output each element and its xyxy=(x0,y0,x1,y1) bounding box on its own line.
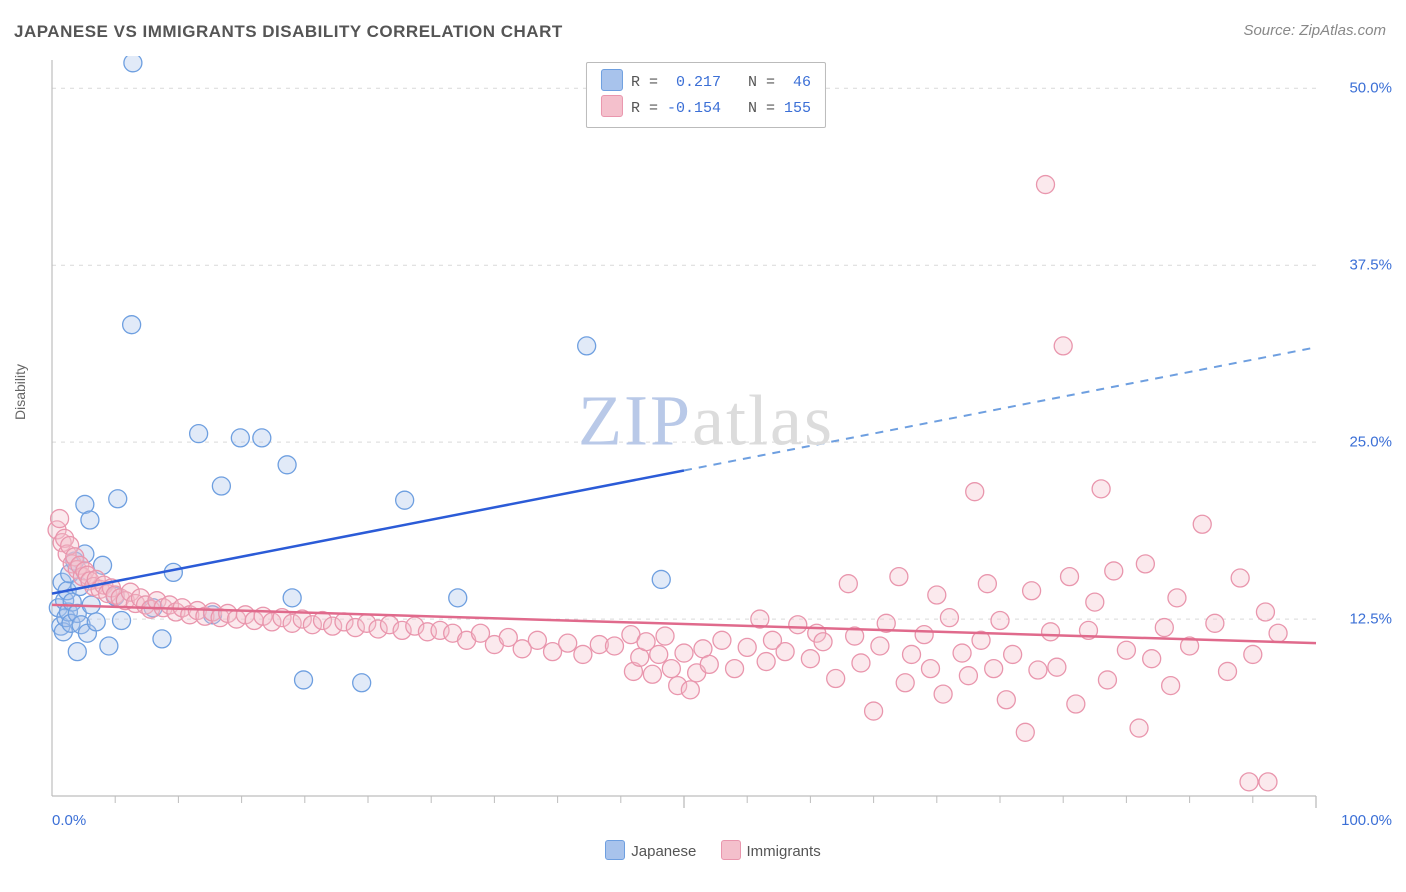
y-axis-label: Disability xyxy=(12,364,28,420)
legend-swatch-immigrants xyxy=(601,95,623,117)
legend-swatch-japanese-bottom xyxy=(605,840,625,860)
source-attribution: Source: ZipAtlas.com xyxy=(1243,22,1386,39)
series-legend: Japanese Immigrants xyxy=(0,840,1406,860)
chart-container: JAPANESE VS IMMIGRANTS DISABILITY CORREL… xyxy=(0,0,1406,892)
y-tick-label: 37.5% xyxy=(1349,257,1392,274)
legend-row-immigrants: R = -0.154 N = 155 xyxy=(601,95,811,121)
legend-swatch-immigrants-bottom xyxy=(721,840,741,860)
legend-label-immigrants: Immigrants xyxy=(747,843,821,860)
y-tick-label: 25.0% xyxy=(1349,434,1392,451)
y-tick-label: 12.5% xyxy=(1349,611,1392,628)
legend-row-japanese: R = 0.217 N = 46 xyxy=(601,69,811,95)
chart-title: JAPANESE VS IMMIGRANTS DISABILITY CORREL… xyxy=(14,22,563,42)
r-value-japanese: 0.217 xyxy=(676,74,721,91)
legend-swatch-japanese xyxy=(601,69,623,91)
correlation-legend: R = 0.217 N = 46 R = -0.154 N = 155 xyxy=(586,62,826,128)
x-tick-label: 0.0% xyxy=(52,812,86,829)
n-value-japanese: 46 xyxy=(793,74,811,91)
legend-label-japanese: Japanese xyxy=(631,843,696,860)
x-tick-label: 100.0% xyxy=(1341,812,1392,829)
r-value-immigrants: -0.154 xyxy=(667,100,721,117)
scatter-plot-svg xyxy=(46,56,1366,816)
y-tick-label: 50.0% xyxy=(1349,80,1392,97)
n-value-immigrants: 155 xyxy=(784,100,811,117)
plot-area: R = 0.217 N = 46 R = -0.154 N = 155 ZIPa… xyxy=(46,56,1366,816)
